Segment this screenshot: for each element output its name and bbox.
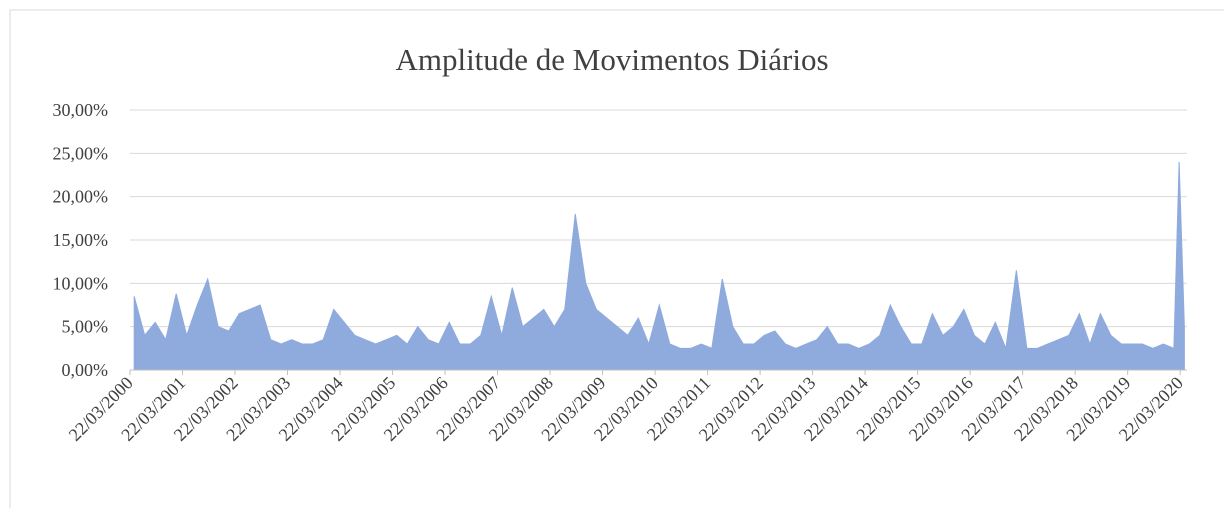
area bbox=[133, 161, 1185, 371]
chart-title: Amplitude de Movimentos Diários bbox=[395, 42, 828, 77]
y-tick-label: 30,00% bbox=[53, 100, 109, 120]
chart-frame bbox=[9, 9, 1224, 508]
y-tick-label: 20,00% bbox=[53, 187, 109, 207]
y-tick-label: 5,00% bbox=[62, 317, 109, 337]
y-tick-label: 25,00% bbox=[53, 143, 109, 163]
y-tick-label: 15,00% bbox=[53, 230, 109, 250]
y-tick-label: 10,00% bbox=[53, 273, 109, 293]
y-tick-label: 0,00% bbox=[62, 360, 109, 380]
